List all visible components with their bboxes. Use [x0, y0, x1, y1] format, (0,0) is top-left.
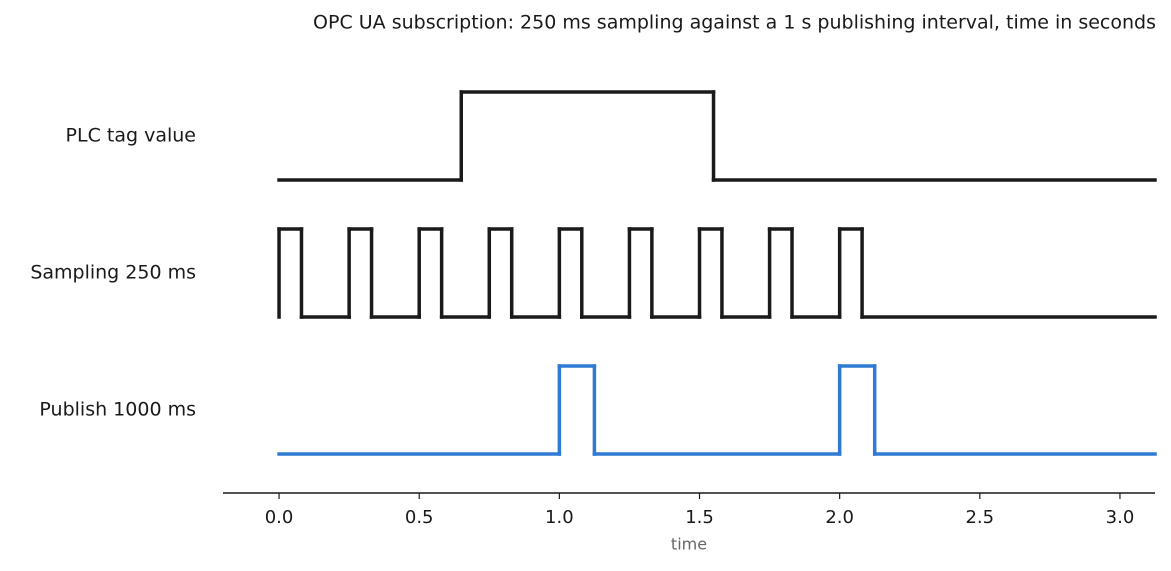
chart-title: OPC UA subscription: 250 ms sampling aga… — [313, 12, 1156, 34]
x-tick-label: 2.0 — [825, 507, 854, 528]
x-tick-label: 0.5 — [405, 507, 434, 528]
x-axis-label: time — [671, 535, 707, 554]
x-tick-label: 0.0 — [265, 507, 294, 528]
x-tick-label: 2.5 — [965, 507, 994, 528]
x-tick-label: 1.5 — [685, 507, 714, 528]
signal-label: PLC tag value — [66, 125, 196, 147]
signal-label: Publish 1000 ms — [39, 399, 196, 421]
x-tick-label: 1.0 — [545, 507, 574, 528]
signal-label: Sampling 250 ms — [30, 262, 196, 284]
x-tick-label: 3.0 — [1106, 507, 1135, 528]
